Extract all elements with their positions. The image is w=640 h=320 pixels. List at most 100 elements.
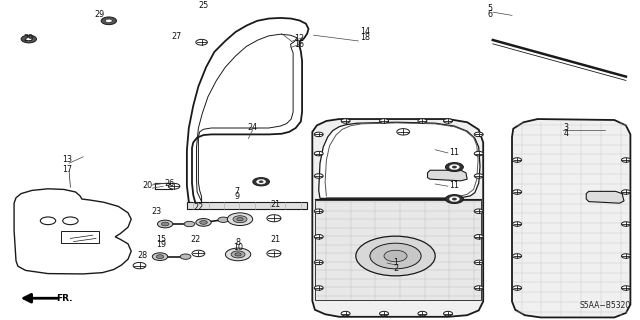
Polygon shape — [586, 191, 624, 203]
Circle shape — [621, 254, 630, 258]
Circle shape — [314, 286, 323, 290]
Circle shape — [397, 129, 410, 135]
Polygon shape — [187, 18, 308, 208]
Text: 21: 21 — [270, 200, 280, 209]
Text: 28: 28 — [137, 252, 147, 260]
Circle shape — [196, 219, 211, 226]
Text: 15: 15 — [156, 235, 166, 244]
Text: 11: 11 — [449, 148, 460, 157]
Text: 22: 22 — [190, 235, 200, 244]
Circle shape — [133, 262, 146, 269]
Circle shape — [380, 311, 388, 316]
Circle shape — [474, 174, 483, 178]
Circle shape — [513, 158, 522, 162]
Text: 23: 23 — [152, 207, 162, 216]
Circle shape — [418, 311, 427, 316]
Circle shape — [513, 286, 522, 290]
Circle shape — [341, 311, 350, 316]
Circle shape — [106, 19, 112, 22]
Circle shape — [21, 35, 36, 43]
Circle shape — [621, 286, 630, 290]
Text: 9: 9 — [234, 192, 239, 201]
Text: 14: 14 — [360, 28, 370, 36]
Circle shape — [235, 253, 241, 256]
Circle shape — [474, 235, 483, 239]
Circle shape — [259, 181, 263, 183]
Circle shape — [384, 250, 407, 262]
Text: S5AA−B5320: S5AA−B5320 — [579, 301, 630, 310]
Polygon shape — [428, 170, 467, 181]
Circle shape — [314, 174, 323, 178]
Circle shape — [474, 286, 483, 290]
Circle shape — [452, 166, 457, 168]
Text: 17: 17 — [62, 165, 72, 174]
Text: 8: 8 — [236, 238, 241, 247]
Text: 29: 29 — [24, 34, 34, 43]
Circle shape — [218, 217, 228, 222]
Polygon shape — [14, 189, 131, 274]
Circle shape — [513, 190, 522, 194]
Circle shape — [474, 132, 483, 137]
Circle shape — [237, 218, 243, 221]
Circle shape — [341, 119, 350, 123]
Text: 21: 21 — [270, 235, 280, 244]
Text: 12: 12 — [294, 34, 305, 43]
Circle shape — [196, 39, 207, 45]
Polygon shape — [512, 119, 630, 317]
Circle shape — [156, 255, 164, 259]
Circle shape — [180, 254, 191, 259]
Circle shape — [513, 254, 522, 258]
Circle shape — [314, 151, 323, 156]
Text: 24: 24 — [248, 123, 258, 132]
Circle shape — [314, 132, 323, 137]
Circle shape — [621, 190, 630, 194]
Polygon shape — [315, 200, 481, 300]
Circle shape — [40, 217, 56, 225]
Text: 13: 13 — [62, 156, 72, 164]
Circle shape — [233, 216, 247, 223]
Circle shape — [449, 196, 460, 202]
Circle shape — [418, 119, 427, 123]
Circle shape — [225, 248, 251, 261]
Circle shape — [26, 37, 32, 41]
Text: 5: 5 — [487, 4, 492, 13]
Circle shape — [444, 311, 452, 316]
Circle shape — [452, 198, 457, 200]
Text: 26: 26 — [164, 180, 175, 188]
Circle shape — [449, 164, 460, 170]
Text: 16: 16 — [294, 40, 305, 49]
Text: FR.: FR. — [56, 294, 73, 303]
Text: 1: 1 — [393, 258, 398, 267]
Text: 27: 27 — [171, 32, 181, 41]
Circle shape — [370, 243, 421, 269]
Text: 11: 11 — [449, 181, 460, 190]
Circle shape — [474, 151, 483, 156]
Circle shape — [152, 253, 168, 260]
Circle shape — [101, 17, 116, 25]
Circle shape — [184, 221, 195, 227]
Circle shape — [474, 260, 483, 265]
Circle shape — [231, 251, 245, 258]
Circle shape — [63, 217, 78, 225]
Text: 7: 7 — [234, 187, 239, 196]
Circle shape — [253, 178, 269, 186]
Polygon shape — [187, 202, 307, 209]
Circle shape — [314, 209, 323, 213]
Circle shape — [314, 260, 323, 265]
Circle shape — [445, 195, 463, 204]
Circle shape — [192, 250, 205, 257]
Circle shape — [445, 163, 463, 172]
Text: 10: 10 — [233, 244, 243, 252]
Circle shape — [267, 215, 281, 222]
Circle shape — [444, 119, 452, 123]
Circle shape — [474, 209, 483, 213]
Circle shape — [621, 158, 630, 162]
Text: 2: 2 — [393, 264, 398, 273]
Circle shape — [157, 220, 173, 228]
Circle shape — [314, 235, 323, 239]
Text: 18: 18 — [360, 33, 370, 42]
Circle shape — [168, 183, 180, 189]
Text: 20: 20 — [142, 181, 152, 190]
Circle shape — [227, 213, 253, 226]
Circle shape — [257, 180, 266, 184]
